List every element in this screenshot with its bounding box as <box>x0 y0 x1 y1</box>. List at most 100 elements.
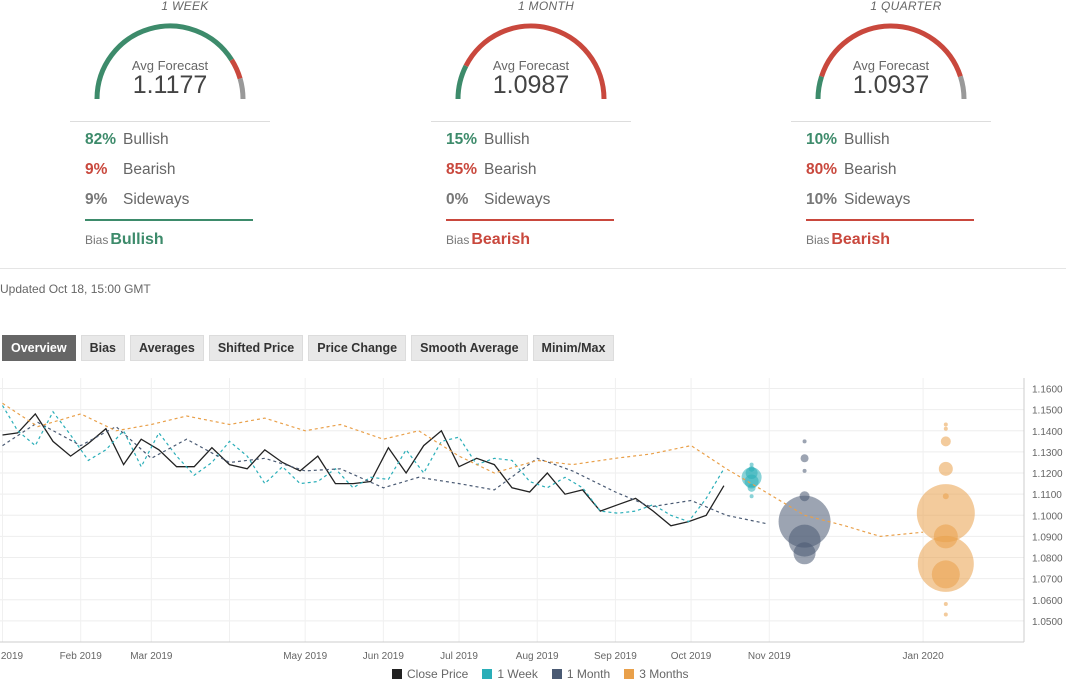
bias-label: Bias <box>85 233 109 247</box>
forecast-bubble <box>943 422 948 427</box>
forecast-bubble <box>938 461 953 476</box>
legend-label: Close Price <box>407 667 469 681</box>
forecast-bubble <box>749 462 754 467</box>
avg-forecast-value: 1.1177 <box>132 71 208 99</box>
forecast-gauge <box>815 23 967 100</box>
bullish-percent: 82% <box>85 131 117 148</box>
legend-item: 1 Month <box>551 667 611 681</box>
bias-indicator: Bias Bearish <box>806 231 890 249</box>
y-tick-label: 1.0500 <box>1032 617 1063 628</box>
forecast-bubble <box>800 454 809 463</box>
sideways-label: Sideways <box>844 191 911 208</box>
forecast-bubble <box>793 542 816 565</box>
legend-label: 1 Month <box>566 667 611 681</box>
y-tick-label: 1.1300 <box>1032 448 1063 459</box>
bias-indicator: Bias Bullish <box>85 231 164 249</box>
period-label: 1 MONTH <box>517 0 575 13</box>
legend-swatch <box>551 669 562 679</box>
legend-label: 3 Months <box>639 667 689 681</box>
series-line-1-week <box>1 405 725 523</box>
bullish-row: 82% Bullish <box>85 130 169 150</box>
tab-minim-max[interactable]: Minim/Max <box>532 335 615 361</box>
series-line-1-month <box>2 421 767 525</box>
chart-tabs: Overview Bias Averages Shifted Price Price C… <box>2 335 619 361</box>
forecast-gauge <box>94 23 246 100</box>
bullish-label: Bullish <box>844 131 890 148</box>
sideways-percent: 10% <box>806 191 838 208</box>
avg-forecast-value: 1.0987 <box>492 71 570 99</box>
panel-separator <box>70 121 270 122</box>
panel-separator <box>791 121 991 122</box>
avg-forecast-label: Avg Forecast <box>852 58 930 73</box>
forecast-bubble <box>747 483 756 492</box>
forecast-bubble <box>802 439 807 444</box>
bullish-percent: 10% <box>806 131 838 148</box>
bias-value: Bearish <box>831 231 891 248</box>
legend-item: 3 Months <box>624 667 689 681</box>
panel-separator <box>431 121 631 122</box>
bias-value: Bullish <box>110 231 164 248</box>
x-tick-label: Feb 2019 <box>60 651 103 662</box>
forecast-panel: 1 WEEK Avg Forecast 1.1177 82% Bullish 9% Bear… <box>70 0 300 260</box>
bearish-row: 80% Bearish <box>806 160 897 180</box>
sideways-label: Sideways <box>484 191 551 208</box>
bearish-percent: 80% <box>806 161 838 178</box>
gauge-segment <box>94 23 234 100</box>
period-label: 1 QUARTER <box>870 0 942 13</box>
updated-timestamp: Updated Oct 18, 15:00 GMT <box>0 282 151 296</box>
forecast-bubble <box>943 426 948 431</box>
forecast-bubble <box>802 468 807 473</box>
tab-averages[interactable]: Averages <box>130 335 204 361</box>
y-tick-label: 1.1100 <box>1032 490 1062 501</box>
avg-forecast-value: 1.0937 <box>852 71 930 99</box>
x-tick-label: Aug 2019 <box>516 651 559 662</box>
forecast-bubble <box>943 612 948 617</box>
period-label: 1 WEEK <box>161 0 209 13</box>
tab-price-change[interactable]: Price Change <box>308 335 407 361</box>
x-tick-label: Sep 2019 <box>594 651 637 662</box>
bias-label: Bias <box>446 233 470 247</box>
legend-swatch <box>392 669 402 679</box>
series-line-3-months <box>2 402 924 538</box>
sideways-label: Sideways <box>123 191 190 208</box>
gauge-segment <box>455 64 469 100</box>
y-tick-label: 1.1000 <box>1032 511 1063 522</box>
legend-label: 1 Week <box>497 667 538 681</box>
bias-label: Bias <box>806 233 830 247</box>
bullish-label: Bullish <box>123 131 169 148</box>
x-tick-label: Nov 2019 <box>748 651 791 662</box>
gauge-segment <box>237 77 246 100</box>
y-tick-label: 1.0700 <box>1032 575 1063 586</box>
forecast-panel: 1 QUARTER Avg Forecast 1.0937 10% Bullish 80%… <box>791 0 1021 260</box>
y-tick-label: 1.1400 <box>1032 427 1063 438</box>
bearish-label: Bearish <box>484 161 537 178</box>
forecast-bubble <box>940 436 951 447</box>
legend-item: 1 Week <box>482 667 538 681</box>
forecast-bubble <box>749 494 754 499</box>
sideways-percent: 9% <box>85 191 108 208</box>
bias-value: Bearish <box>471 231 531 248</box>
tab-bias[interactable]: Bias <box>80 335 125 361</box>
tab-smooth-average[interactable]: Smooth Average <box>411 335 528 361</box>
legend-swatch <box>624 669 635 679</box>
forecast-panel: 1 MONTH Avg Forecast 1.0987 15% Bullish 85% Be… <box>431 0 661 260</box>
y-tick-label: 1.0600 <box>1032 596 1063 607</box>
gauge-segment <box>819 23 963 78</box>
bearish-percent: 9% <box>85 161 108 178</box>
x-tick-label: Jan 2019 <box>0 651 24 662</box>
gauge-segment <box>815 75 824 100</box>
sideways-row: 0% Sideways <box>446 190 550 210</box>
bullish-row: 15% Bullish <box>446 130 530 150</box>
tab-shifted-price[interactable]: Shifted Price <box>208 335 304 361</box>
forecast-chart: 1.1600 1.1500 1.1400 1.1300 1.1200 1.1100 1.10… <box>0 378 1063 662</box>
avg-forecast-label: Avg Forecast <box>131 58 209 73</box>
y-tick-label: 1.0800 <box>1032 554 1063 565</box>
sideways-row: 9% Sideways <box>85 190 189 210</box>
x-tick-label: May 2019 <box>283 651 327 662</box>
gauge-segment <box>958 75 967 100</box>
y-tick-label: 1.1600 <box>1032 385 1063 396</box>
bias-underline <box>446 219 614 221</box>
tab-overview[interactable]: Overview <box>2 335 76 361</box>
y-tick-label: 1.0900 <box>1032 532 1063 543</box>
bullish-row: 10% Bullish <box>806 130 890 150</box>
